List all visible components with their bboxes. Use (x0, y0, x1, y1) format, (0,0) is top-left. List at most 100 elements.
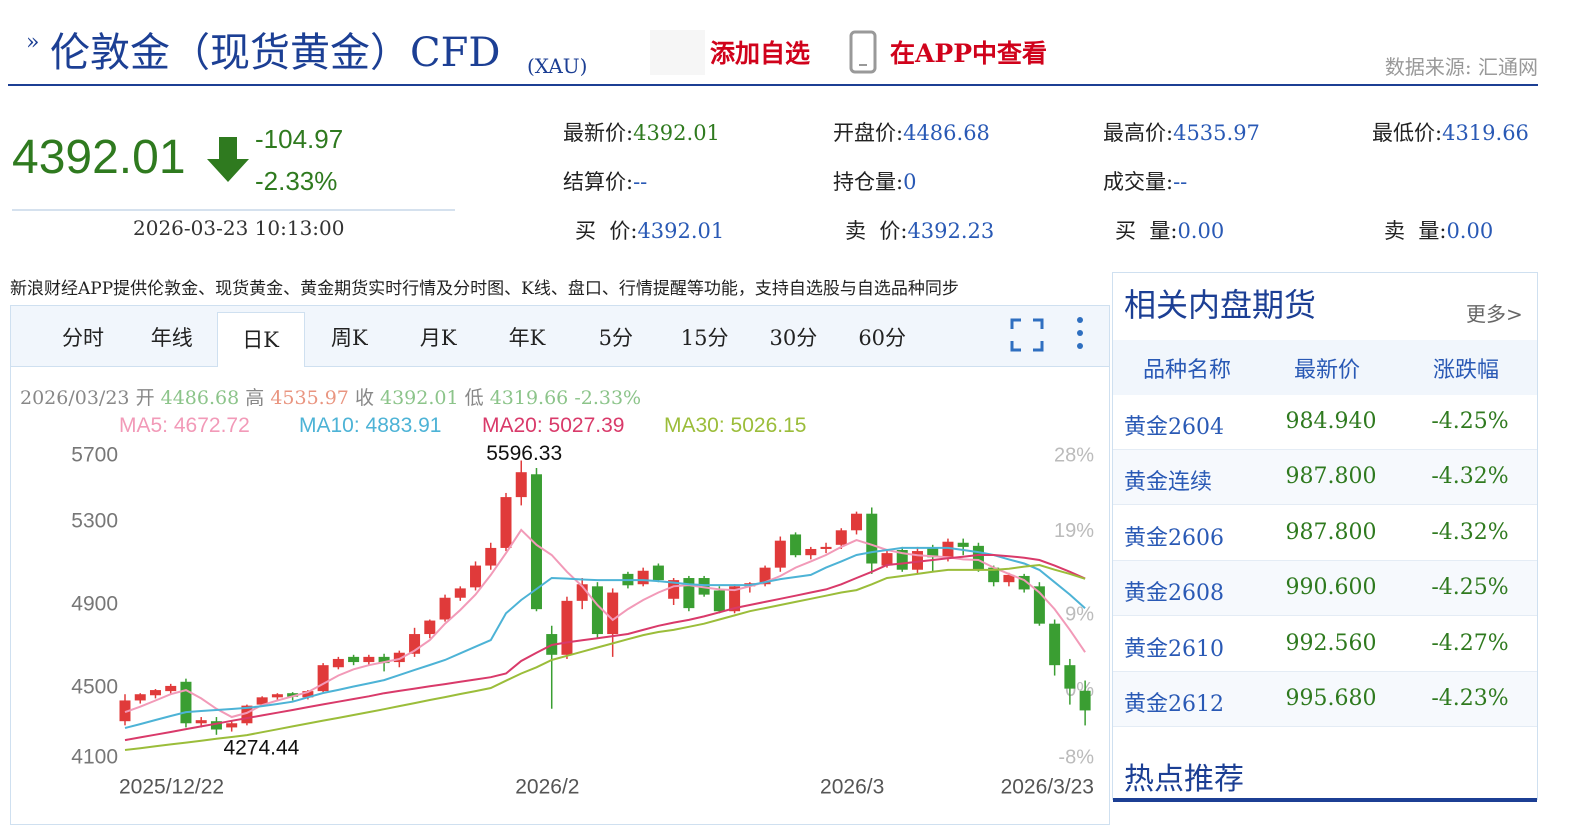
candle-body (698, 578, 710, 595)
y-tick-label: 5300 (71, 510, 118, 533)
info-value: 4535.97 (270, 387, 349, 409)
placeholder (650, 30, 705, 75)
candle-body (409, 634, 421, 654)
field-label: 买 价: (575, 219, 638, 243)
candle-body (713, 590, 725, 612)
tab[interactable]: 年K (508, 326, 546, 350)
more-icon[interactable] (1074, 316, 1086, 352)
field-value: 4319.66 (1442, 121, 1529, 145)
candle-body (1079, 690, 1091, 711)
quote-field: 结算价:-- (563, 166, 647, 196)
candle-body (972, 545, 984, 570)
field-value: 4392.23 (907, 219, 995, 243)
open-app[interactable]: 在APP中查看 (890, 39, 1047, 68)
change-pct: -2.33% (255, 166, 338, 196)
extreme-label: 5596.33 (486, 442, 562, 465)
tab[interactable]: 日K (216, 312, 305, 367)
candle-body (119, 700, 131, 722)
y-tick-label: 4100 (71, 746, 118, 769)
candle-body (271, 694, 283, 698)
row-bg (1113, 395, 1537, 450)
y2-tick-label: -8% (1058, 746, 1094, 768)
x-tick-label: 2026/3 (820, 776, 884, 799)
cell: 992.560 (1285, 630, 1377, 656)
candle-body (210, 721, 222, 730)
add-watchlist[interactable]: 添加自选 (710, 39, 811, 68)
cell: 黄金2610 (1124, 636, 1224, 662)
column-header: 品种名称 (1142, 358, 1231, 383)
candle-body (348, 656, 360, 663)
info-value: 4392.01 (380, 387, 459, 409)
tab[interactable]: 5分 (598, 326, 633, 350)
candle-body (790, 534, 802, 556)
cell: 黄金2612 (1124, 692, 1224, 717)
candle-body (759, 567, 771, 585)
ma-line (124, 528, 1086, 719)
cell: -4.25% (1431, 409, 1509, 434)
candle-body (774, 540, 786, 568)
tab[interactable]: 月K (419, 326, 457, 350)
more-link[interactable]: 更多> (1466, 302, 1523, 326)
tab[interactable]: 周K (331, 326, 368, 350)
candle-body (149, 690, 161, 696)
cell: -4.32% (1431, 519, 1509, 545)
candle-body (241, 705, 253, 724)
candle-body (683, 578, 695, 609)
quote-field: 最新价:4392.01 (563, 117, 720, 147)
field-value: -- (1173, 170, 1188, 194)
info-date: 2026/03/23 (20, 387, 130, 409)
candle-body (668, 580, 680, 599)
y-tick-label: 4500 (71, 676, 118, 699)
info-label: 收 (354, 387, 374, 409)
candle-body (942, 541, 954, 558)
row-bg (1113, 505, 1537, 561)
candle-body (165, 685, 177, 692)
candle-body (576, 584, 588, 601)
tab[interactable]: 60分 (858, 326, 907, 350)
candle-body (378, 656, 390, 664)
candle-body (226, 723, 238, 728)
tab[interactable]: 分时 (62, 326, 104, 350)
cell: 995.680 (1285, 686, 1377, 711)
y-tick-label: 5700 (71, 444, 118, 467)
cell: 987.800 (1285, 464, 1377, 490)
candle-body (851, 513, 863, 531)
field-value: 4392.01 (633, 121, 720, 145)
candle-body (393, 652, 405, 663)
quote-field: 成交量:-- (1103, 166, 1187, 196)
candle-body (607, 592, 619, 635)
field-label: 持仓量: (833, 170, 904, 194)
candle-body (911, 551, 923, 570)
ma-legend-item: MA20: 5027.39 (482, 414, 625, 437)
candle-body (530, 474, 542, 610)
ma-legend-item: MA5: 4672.72 (119, 414, 250, 437)
field-label: 买 量: (1115, 219, 1178, 243)
cell: 黄金2604 (1124, 415, 1224, 440)
field-value: 4535.97 (1173, 121, 1260, 145)
quote-rule (12, 209, 455, 211)
candle-body (1018, 575, 1030, 590)
data-source: 数据来源: 汇通网 (1384, 55, 1538, 79)
y-tick-label: 4900 (71, 593, 118, 616)
candle-body (485, 547, 497, 566)
bullet: » (26, 30, 40, 55)
table-header-bg (1113, 340, 1537, 395)
tab[interactable]: 年线 (150, 326, 193, 350)
candle-body (256, 697, 268, 705)
field-value: 4392.01 (637, 219, 725, 243)
tab[interactable]: 15分 (680, 326, 729, 350)
candle-body (957, 542, 969, 547)
header-rule (8, 84, 1538, 86)
tab[interactable]: 30分 (769, 326, 818, 350)
info-value: 4486.68 (160, 387, 240, 409)
candle-body (180, 681, 192, 724)
candle-body (332, 658, 344, 668)
candle-body (424, 620, 436, 635)
candle-body (500, 497, 512, 548)
info-value: 4319.66 (489, 387, 569, 409)
ohlc-info: 2026/03/23 开 4486.68 高 4535.97 收 4392.01… (20, 383, 641, 410)
fullscreen-icon[interactable] (1010, 318, 1044, 352)
quote-time: 2026-03-23 10:13:00 (133, 216, 345, 240)
field-label: 卖 量: (1384, 219, 1447, 243)
tab-bar (11, 306, 1109, 367)
